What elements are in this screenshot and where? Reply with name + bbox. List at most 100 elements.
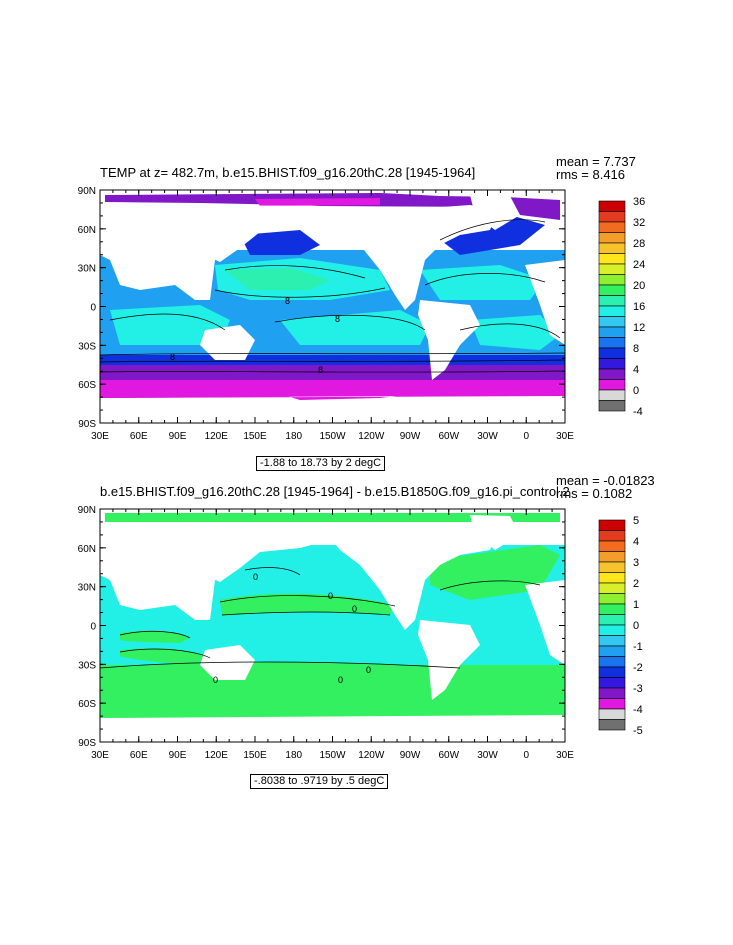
bottom-colorbar-label: 4 <box>633 536 639 548</box>
top-lat-label: 60N <box>78 225 96 236</box>
top-colorbar-label: 12 <box>633 322 645 334</box>
bottom-range-label: -.8038 to .9719 by .5 degC <box>250 774 389 789</box>
bottom-lon-label: 90W <box>400 750 421 761</box>
bottom-colorbar-swatch <box>598 635 626 647</box>
bottom-colorbar-label: -1 <box>633 641 643 653</box>
bottom-colorbar-swatch <box>598 698 626 710</box>
bottom-contour-label: 0 <box>352 604 357 614</box>
bottom-colorbar-label: -3 <box>633 683 643 695</box>
top-map: 8 8 8 8 90N 60N 30N 0 30S 60S 90S 30E 60E 90E 120… <box>78 186 575 442</box>
bottom-colorbar-label: 5 <box>633 515 639 527</box>
top-colorbar-label: 36 <box>633 196 645 208</box>
top-colorbar-label: 20 <box>633 280 645 292</box>
bottom-lon-label: 60W <box>438 750 459 761</box>
bottom-contour-label: 0 <box>328 591 333 601</box>
top-lat-label: 30S <box>78 341 96 352</box>
top-land <box>100 195 565 423</box>
top-lon-label: 60E <box>130 431 148 442</box>
top-axis-ticks <box>99 189 566 424</box>
top-colorbar-swatch <box>598 316 626 328</box>
bottom-lon-label: 90E <box>169 750 187 761</box>
top-colorbar-swatch <box>598 284 626 296</box>
bottom-contour-label: 0 <box>338 675 343 685</box>
bottom-indian-band <box>120 630 190 643</box>
bottom-colorbar-swatch <box>598 708 626 720</box>
bottom-land <box>100 515 565 742</box>
top-colorbar-swatch <box>598 253 626 265</box>
bottom-colorbar-swatch <box>598 719 626 731</box>
top-lat-labels: 90N 60N 30N 0 30S 60S 90S <box>78 186 97 430</box>
bottom-lon-label: 120W <box>358 750 385 761</box>
bottom-lat-label: 0 <box>90 622 96 633</box>
bottom-colorbar-swatch <box>598 582 626 594</box>
top-colorbar-label: 24 <box>633 259 645 271</box>
top-colorbar-swatch <box>598 337 626 349</box>
bottom-colorbar-swatch <box>598 551 626 563</box>
top-lon-label: 120W <box>358 431 385 442</box>
bottom-so-warm <box>120 648 210 665</box>
top-lon-labels: 30E 60E 90E 120E 150E 180 150W 120W 90W 60W 30W 0 30… <box>91 431 574 442</box>
top-lon-label: 90E <box>169 431 187 442</box>
top-colorbar-swatch <box>598 232 626 244</box>
top-lon-label: 30E <box>91 431 109 442</box>
bottom-rms-label: rms = 0.1082 <box>556 486 633 501</box>
top-colorbar-label: 4 <box>633 364 639 376</box>
top-npac-gyre-core <box>225 268 330 290</box>
top-contour-label: 8 <box>318 365 323 375</box>
top-colorbar-swatch <box>598 242 626 254</box>
bottom-lat-label: 60S <box>78 699 96 710</box>
bottom-colorbar: 5 4 3 2 1 0 -1 -2 -3 -4 -5 <box>598 515 643 737</box>
top-contour-label: 8 <box>170 352 175 362</box>
top-lon-label: 120E <box>205 431 229 442</box>
top-lon-label: 60W <box>438 431 459 442</box>
top-contours <box>100 219 565 373</box>
bottom-lat-label: 30S <box>78 660 96 671</box>
bottom-colorbar-swatch <box>598 645 626 657</box>
bottom-panel-title: b.e15.BHIST.f09_g16.20thC.28 [1945-1964]… <box>100 484 570 499</box>
bottom-colorbar-swatch <box>598 530 626 542</box>
top-lon-label: 90W <box>400 431 421 442</box>
bottom-lat-label: 90S <box>78 738 96 749</box>
bottom-lat-label: 60N <box>78 544 96 555</box>
bottom-lon-label: 30W <box>477 750 498 761</box>
top-lat-label: 90N <box>78 186 96 197</box>
top-lon-label: 30E <box>556 431 574 442</box>
bottom-colorbar-swatch <box>598 624 626 636</box>
top-range-label: -1.88 to 18.73 by 2 degC <box>256 456 386 471</box>
bottom-colorbar-swatch <box>598 656 626 668</box>
bottom-lat-label: 30N <box>78 583 96 594</box>
top-lon-label: 180 <box>285 431 302 442</box>
bottom-lat-label: 90N <box>78 505 96 516</box>
bottom-contour-label: 0 <box>366 665 371 675</box>
top-lat-label: 0 <box>90 303 96 314</box>
bottom-colorbar-label: 3 <box>633 557 639 569</box>
bottom-mean-label: mean = -0.01823 <box>556 473 655 488</box>
top-colorbar-label: 0 <box>633 385 639 397</box>
bottom-colorbar-swatch <box>598 593 626 605</box>
top-lon-label: 30W <box>477 431 498 442</box>
bottom-npac-band <box>220 593 395 616</box>
top-colorbar-swatch <box>598 221 626 233</box>
bottom-colorbar-swatch <box>598 519 626 531</box>
top-colorbar-label: 16 <box>633 301 645 313</box>
top-colorbar-swatch <box>598 389 626 401</box>
top-polar-ocean-edge <box>100 385 565 400</box>
top-lon-label: 0 <box>523 431 529 442</box>
bottom-colorbar-label: 0 <box>633 620 639 632</box>
bottom-colorbar-swatch <box>598 561 626 573</box>
bottom-lon-label: 180 <box>285 750 302 761</box>
top-lat-label: 90S <box>78 419 96 430</box>
bottom-lon-label: 30E <box>91 750 109 761</box>
bottom-colorbar-swatch <box>598 666 626 678</box>
top-contour-label: 8 <box>335 314 340 324</box>
bottom-axis-ticks <box>99 508 566 743</box>
bottom-lat-labels: 90N 60N 30N 0 30S 60S 90S <box>78 505 97 749</box>
bottom-lon-label: 60E <box>130 750 148 761</box>
bottom-contours <box>100 567 541 669</box>
top-colorbar-label: 8 <box>633 343 639 355</box>
bottom-contour-label: 0 <box>213 675 218 685</box>
top-colorbar: 36 32 28 24 20 16 12 8 4 0 -4 <box>598 196 645 418</box>
top-colorbar-swatch <box>598 379 626 391</box>
top-nwpac-cold <box>240 230 320 255</box>
bottom-colorbar-label: -4 <box>633 704 643 716</box>
